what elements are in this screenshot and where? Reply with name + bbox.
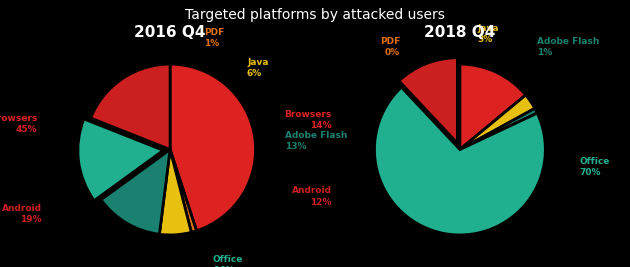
Text: Android
12%: Android 12% bbox=[292, 186, 332, 207]
Text: Adobe Flash
13%: Adobe Flash 13% bbox=[285, 131, 348, 151]
Wedge shape bbox=[460, 95, 535, 150]
Text: Android
19%: Android 19% bbox=[2, 203, 42, 224]
Wedge shape bbox=[159, 150, 192, 235]
Text: Office
70%: Office 70% bbox=[580, 156, 610, 177]
Wedge shape bbox=[460, 95, 525, 150]
Wedge shape bbox=[460, 64, 525, 150]
Wedge shape bbox=[460, 108, 537, 150]
Text: PDF
0%: PDF 0% bbox=[380, 37, 400, 57]
Wedge shape bbox=[101, 150, 170, 234]
Text: Targeted platforms by attacked users: Targeted platforms by attacked users bbox=[185, 8, 445, 22]
Text: Browsers
45%: Browsers 45% bbox=[0, 114, 38, 134]
Text: Adobe Flash
1%: Adobe Flash 1% bbox=[537, 37, 599, 57]
Text: PDF
1%: PDF 1% bbox=[204, 28, 224, 49]
Title: 2016 Q4: 2016 Q4 bbox=[134, 25, 206, 40]
Text: Browsers
14%: Browsers 14% bbox=[285, 109, 332, 130]
Wedge shape bbox=[91, 64, 170, 150]
Wedge shape bbox=[170, 150, 197, 232]
Title: 2018 Q4: 2018 Q4 bbox=[424, 25, 496, 40]
Wedge shape bbox=[374, 87, 546, 235]
Wedge shape bbox=[399, 58, 457, 143]
Text: Office
16%: Office 16% bbox=[213, 255, 243, 267]
Wedge shape bbox=[78, 119, 163, 201]
Wedge shape bbox=[170, 64, 256, 231]
Text: Java
6%: Java 6% bbox=[247, 58, 268, 78]
Text: Java
3%: Java 3% bbox=[477, 24, 498, 44]
